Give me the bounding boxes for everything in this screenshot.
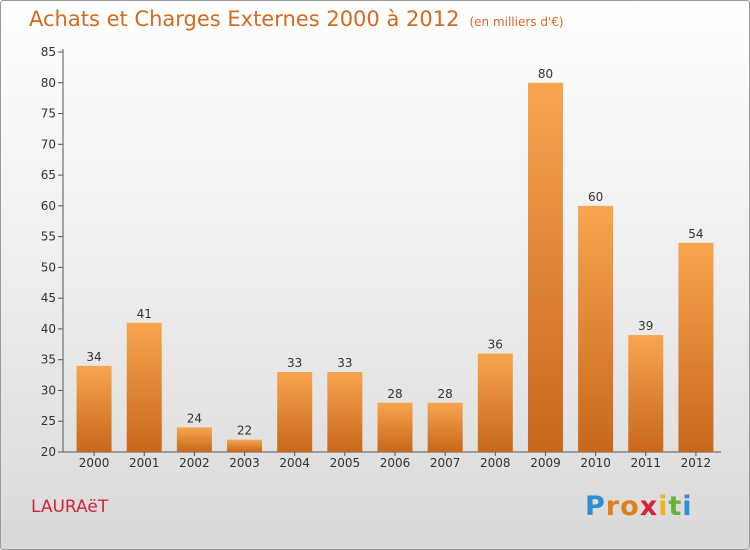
bar-value-label: 36 xyxy=(488,338,503,352)
x-tick-label: 2007 xyxy=(430,456,461,470)
bar xyxy=(477,353,513,452)
y-tick-label: 75 xyxy=(41,107,56,121)
y-tick-label: 35 xyxy=(41,353,56,367)
logo-letter: i xyxy=(658,491,669,522)
x-axis-ticks: 2000 2001 2002 2003 2004 2005 2006 2007 2008 2009… xyxy=(79,452,711,470)
bar-value-label: 22 xyxy=(237,424,252,438)
x-tick-label: 2002 xyxy=(179,456,210,470)
chart-subtitle: (en milliers d'€) xyxy=(469,15,564,29)
x-tick-label: 2010 xyxy=(580,456,611,470)
chart-title-text: Achats et Charges Externes 2000 à 2012 xyxy=(29,7,460,31)
x-tick-label: 2005 xyxy=(330,456,361,470)
y-axis-ticks: 20 25 30 35 40 45 50 55 60 65 70 75 80 85 xyxy=(41,45,63,459)
bar-value-label: 60 xyxy=(588,190,603,204)
bar-value-label: 41 xyxy=(137,307,152,321)
x-tick-label: 2009 xyxy=(530,456,561,470)
logo-letter: o xyxy=(620,491,640,522)
bar-value-label: 80 xyxy=(538,67,553,81)
x-tick-label: 2008 xyxy=(480,456,511,470)
bar-value-label: 39 xyxy=(638,319,653,333)
bar xyxy=(227,439,263,452)
x-tick-label: 2004 xyxy=(279,456,310,470)
bar-value-label: 33 xyxy=(287,356,302,370)
y-tick-label: 85 xyxy=(41,45,56,59)
logo-letter: t xyxy=(668,491,683,522)
y-tick-label: 60 xyxy=(41,199,56,213)
y-tick-label: 25 xyxy=(41,414,56,428)
x-tick-label: 2003 xyxy=(229,456,260,470)
bar-value-label: 54 xyxy=(688,227,703,241)
x-tick-label: 2006 xyxy=(380,456,411,470)
y-tick-label: 50 xyxy=(41,260,56,274)
y-tick-label: 65 xyxy=(41,168,56,182)
bar-value-label: 28 xyxy=(387,387,402,401)
bar xyxy=(578,205,614,452)
bar xyxy=(678,242,714,452)
bar xyxy=(126,322,162,452)
bar xyxy=(76,365,112,452)
bar-value-label: 34 xyxy=(86,350,101,364)
bar-value-label: 33 xyxy=(337,356,352,370)
bar xyxy=(527,82,563,453)
logo-letter: i xyxy=(682,491,693,522)
bar-value-label: 28 xyxy=(438,387,453,401)
logo-letter: P xyxy=(585,491,606,522)
bar xyxy=(176,427,212,452)
y-tick-label: 55 xyxy=(41,230,56,244)
logo-letter: x xyxy=(639,491,659,522)
location-label: LAURAëT xyxy=(31,497,109,517)
bar-value-label: 24 xyxy=(187,411,202,425)
x-tick-label: 2012 xyxy=(681,456,712,470)
chart-title: Achats et Charges Externes 2000 à 2012 (e… xyxy=(29,7,564,31)
bar xyxy=(277,372,313,452)
x-tick-label: 2000 xyxy=(79,456,110,470)
y-tick-label: 70 xyxy=(41,137,56,151)
bar xyxy=(377,402,413,452)
bar xyxy=(327,372,363,452)
y-tick-label: 80 xyxy=(41,76,56,90)
bars: 34 41 24 22 33 33 28 28 36 80 60 39 54 xyxy=(76,67,714,453)
bar xyxy=(427,402,463,452)
x-tick-label: 2001 xyxy=(129,456,160,470)
logo-letter: r xyxy=(605,491,621,522)
y-tick-label: 40 xyxy=(41,322,56,336)
y-tick-label: 30 xyxy=(41,383,56,397)
bar xyxy=(628,335,664,452)
y-tick-label: 45 xyxy=(41,291,56,305)
proxiti-logo: Proxiti xyxy=(585,491,693,522)
y-tick-label: 20 xyxy=(41,445,56,459)
x-tick-label: 2011 xyxy=(630,456,661,470)
